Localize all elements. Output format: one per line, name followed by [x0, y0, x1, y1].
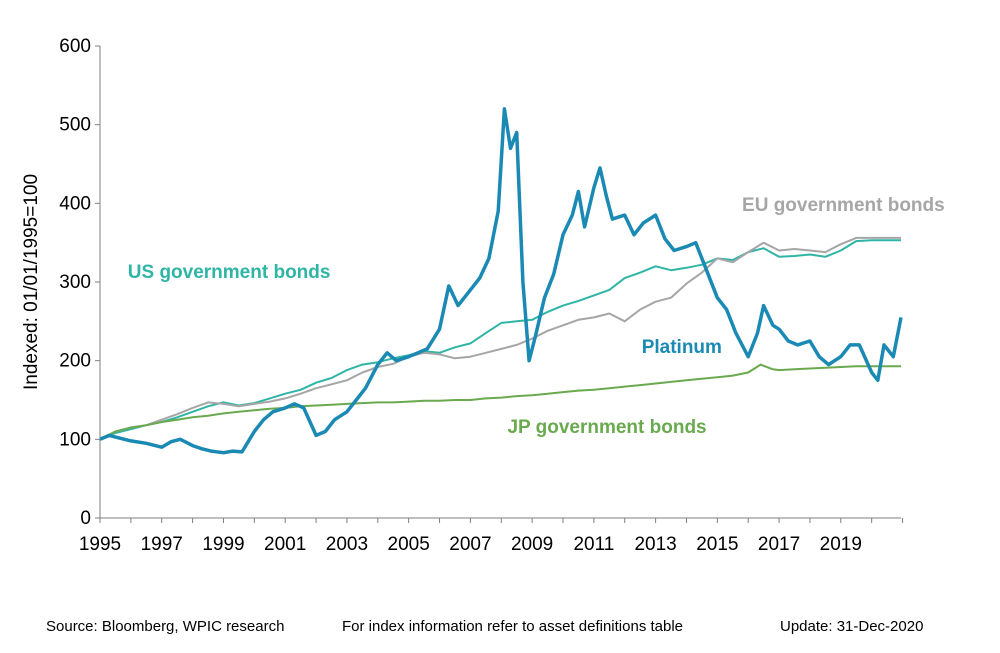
update-date: Update: 31-Dec-2020	[780, 618, 924, 635]
y-tick-label: 600	[59, 36, 91, 57]
axes: 0 100 200 300 400 500 600 1995 1997 1999 2001 2003 2…	[59, 36, 904, 555]
series-group	[99, 107, 903, 455]
x-tick-label: 2007	[449, 534, 491, 555]
y-tick-label: 0	[80, 508, 91, 529]
y-axis-label: Indexed: 01/01/1995=100	[21, 174, 42, 390]
x-tick-label: 1995	[79, 534, 121, 555]
x-tick-label: 1997	[141, 534, 183, 555]
x-tick-label: 2015	[696, 534, 738, 555]
label-jp-government-bonds: JP government bonds	[507, 417, 706, 438]
y-tick-label: 400	[59, 193, 91, 214]
series-line-eu-government-bonds	[99, 236, 901, 441]
x-tick-label: 2013	[634, 534, 676, 555]
series-labels: US government bonds EU government bonds Pl…	[128, 195, 945, 438]
series-line-platinum	[99, 107, 903, 455]
x-tick-label: 2001	[264, 534, 306, 555]
x-tick-label: 2019	[820, 534, 862, 555]
x-tick-label: 1999	[202, 534, 244, 555]
y-tick-label: 100	[59, 429, 91, 450]
index-info-note: For index information refer to asset def…	[342, 618, 684, 635]
series-line-us-government-bonds	[99, 239, 901, 441]
source-note: Source: Bloomberg, WPIC research	[46, 618, 285, 635]
x-tick-label: 2009	[511, 534, 553, 555]
x-tick-label: 2005	[388, 534, 430, 555]
label-eu-government-bonds: EU government bonds	[742, 195, 945, 216]
x-tick-label: 2017	[758, 534, 800, 555]
y-tick-label: 300	[59, 272, 91, 293]
y-tick-label: 500	[59, 115, 91, 136]
y-tick-label: 200	[59, 351, 91, 372]
label-us-government-bonds: US government bonds	[128, 262, 331, 283]
x-tick-label: 2003	[326, 534, 368, 555]
x-tick-label: 2011	[573, 534, 614, 555]
series-line-jp-government-bonds	[99, 363, 901, 441]
label-platinum: Platinum	[642, 337, 722, 358]
